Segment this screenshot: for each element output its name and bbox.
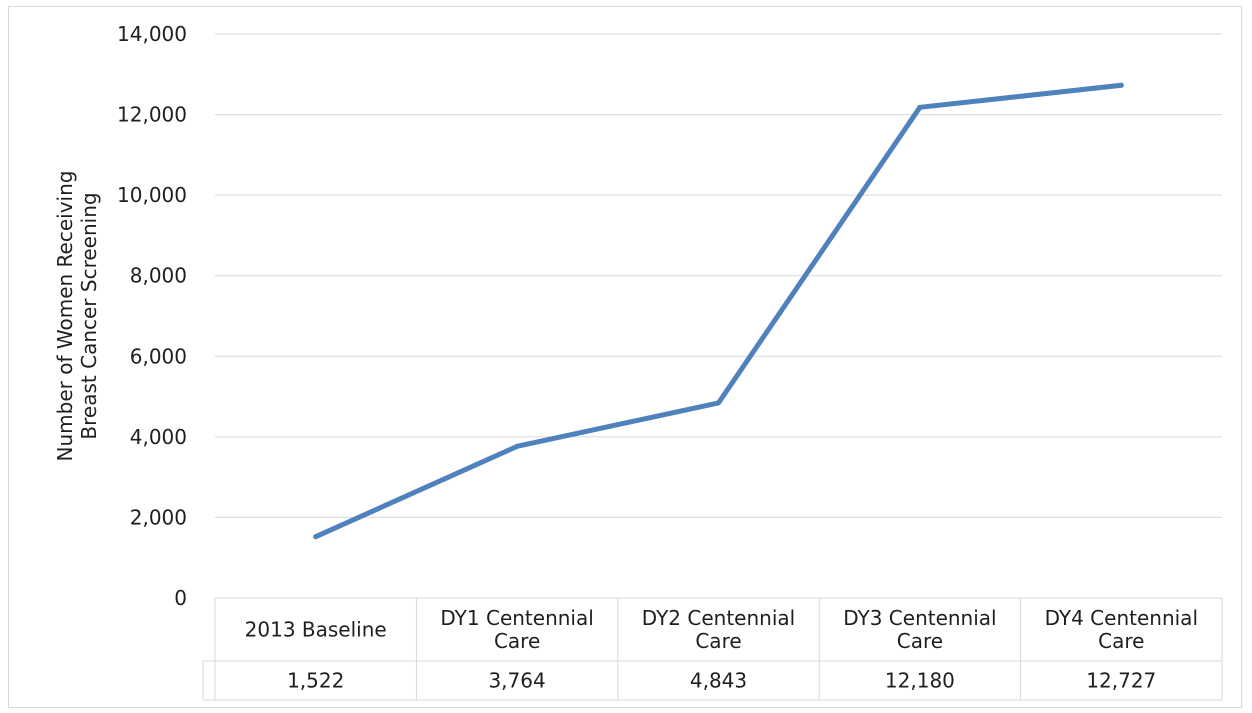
category-label: DY1 Centennial [440, 606, 593, 630]
y-tick-label: 8,000 [130, 264, 187, 288]
y-tick-label: 12,000 [117, 103, 187, 127]
y-axis-label: Number of Women Receiving Breast Cancer S… [53, 171, 101, 462]
category-label: Care [1098, 629, 1144, 653]
y-tick-label: 0 [174, 586, 187, 610]
chart-frame [8, 6, 1242, 708]
data-point [716, 400, 721, 406]
y-tick-label: 10,000 [117, 183, 187, 207]
gridlines [215, 33, 1222, 518]
y-tick-label: 6,000 [130, 344, 187, 368]
data-point [917, 104, 923, 110]
data-table-value: 1,522 [287, 669, 344, 693]
y-axis-tick-labels: 0 2,000 4,000 6,000 8,000 10,000 12,000 14,000 [117, 22, 187, 610]
data-table-value: 12,180 [885, 669, 955, 693]
y-tick-label: 14,000 [117, 22, 187, 46]
category-label: Care [897, 629, 943, 653]
y-axis-title: Number of Women Receiving Breast Cancer S… [53, 171, 101, 462]
data-table-value: 12,727 [1086, 669, 1156, 693]
category-label: DY3 Centennial [843, 606, 996, 630]
data-point [313, 534, 319, 540]
y-tick-label: 4,000 [130, 425, 187, 449]
y-axis-label-line: Breast Cancer Screening [77, 192, 101, 439]
category-label: 2013 Baseline [245, 618, 387, 642]
y-axis-label-line: Number of Women Receiving [53, 171, 77, 462]
data-table-value: 3,764 [488, 669, 545, 693]
series-line [313, 82, 1124, 540]
category-label: DY4 Centennial [1045, 606, 1198, 630]
data-point [1118, 82, 1124, 88]
data-table-value: 4,843 [690, 669, 747, 693]
category-label: Care [494, 629, 540, 653]
category-label: Care [695, 629, 741, 653]
series-layer [313, 82, 1124, 540]
category-label: DY2 Centennial [642, 606, 795, 630]
y-tick-label: 2,000 [130, 505, 187, 529]
data-point [514, 443, 520, 449]
